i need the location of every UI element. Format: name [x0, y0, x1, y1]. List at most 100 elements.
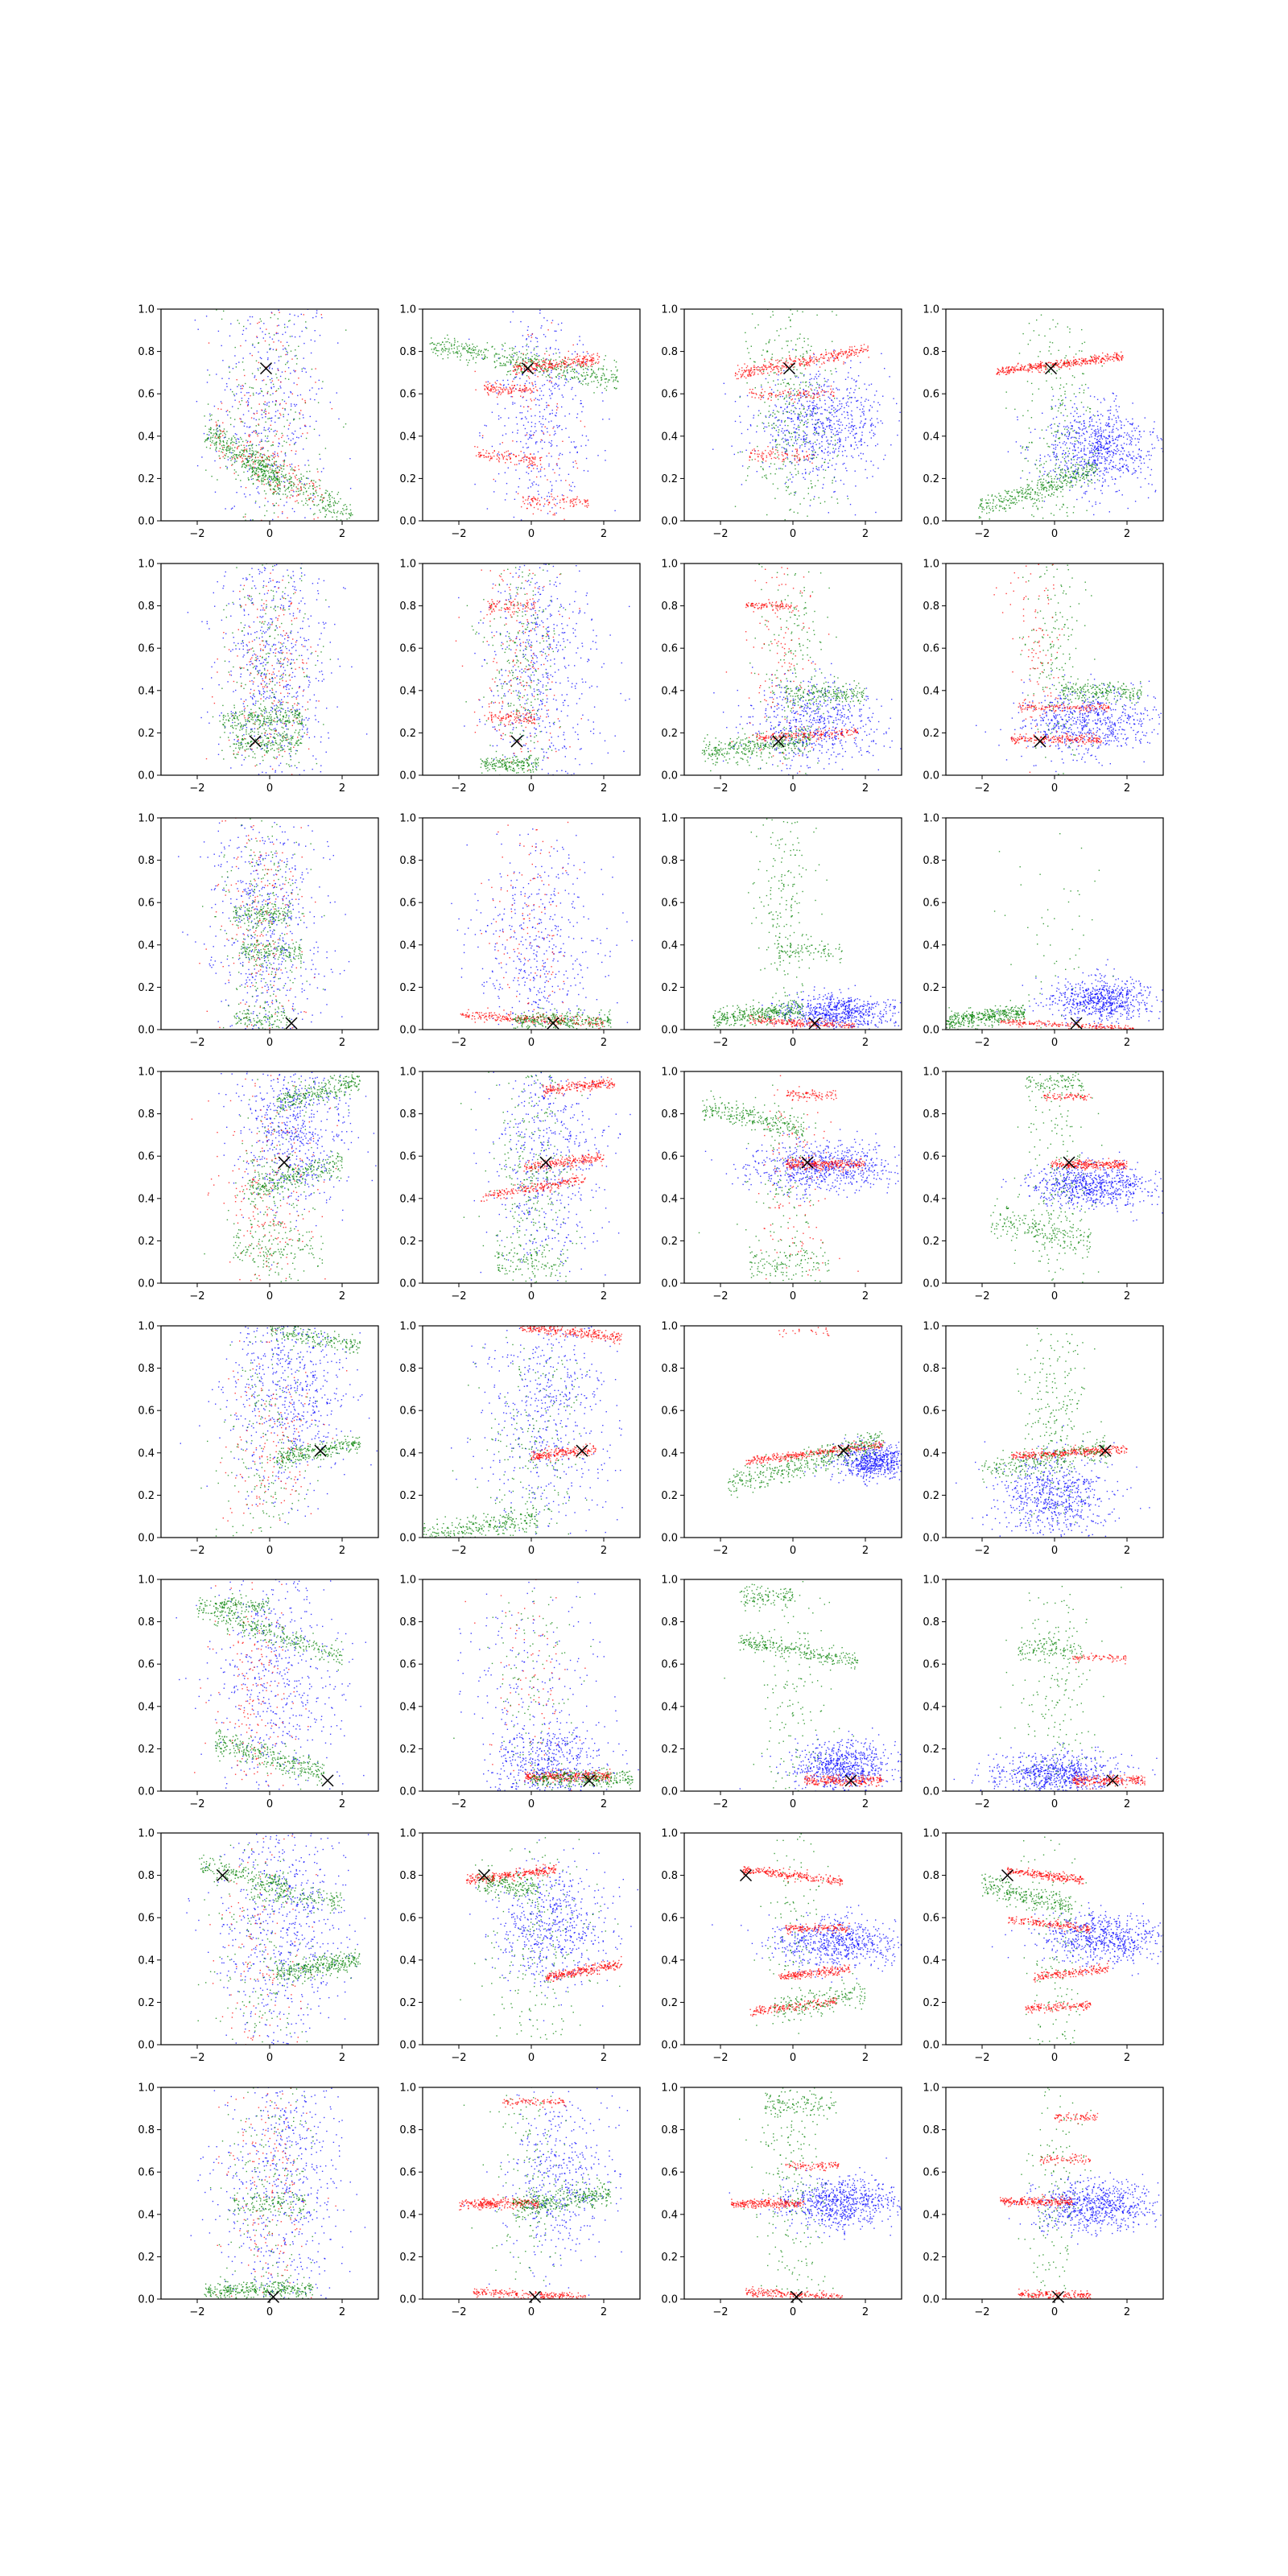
point-green — [470, 355, 473, 357]
point-red — [539, 365, 541, 367]
point-blue — [897, 434, 898, 436]
point-green — [223, 441, 225, 444]
point-green — [255, 479, 258, 481]
point-blue — [555, 330, 557, 332]
point-blue — [833, 423, 835, 425]
point-red — [519, 362, 522, 364]
point-blue — [784, 438, 786, 440]
point-blue — [833, 452, 835, 454]
point-red — [217, 408, 219, 410]
point-green — [310, 497, 312, 499]
point-red — [809, 365, 811, 367]
point-green — [225, 449, 227, 451]
point-blue — [1103, 429, 1104, 431]
point-blue — [254, 375, 256, 377]
point-green — [799, 337, 800, 339]
point-green — [429, 343, 431, 345]
point-green — [306, 477, 308, 479]
point-blue — [859, 408, 861, 411]
point-green — [270, 472, 271, 473]
point-red — [769, 454, 770, 456]
point-red — [777, 362, 778, 364]
point-red — [757, 453, 758, 455]
point-red — [507, 450, 509, 452]
point-green — [782, 382, 785, 384]
point-red — [785, 452, 786, 455]
point-red — [220, 430, 221, 431]
point-red — [280, 341, 282, 343]
point-green — [514, 369, 515, 371]
point-red — [749, 369, 752, 371]
point-green — [291, 481, 293, 483]
point-blue — [507, 467, 509, 469]
point-green — [213, 443, 215, 444]
point-blue — [838, 450, 840, 452]
point-red — [531, 463, 534, 464]
point-green — [773, 380, 774, 382]
point-blue — [305, 371, 307, 373]
point-red — [542, 369, 543, 371]
point-red — [576, 361, 578, 363]
point-blue — [572, 481, 574, 484]
point-green — [786, 345, 788, 346]
point-blue — [1104, 467, 1105, 469]
point-green — [229, 449, 231, 451]
point-blue — [1064, 435, 1066, 436]
point-blue — [844, 378, 847, 380]
point-green — [772, 364, 774, 365]
point-green — [247, 460, 249, 463]
point-green — [333, 497, 335, 499]
point-blue — [1100, 444, 1102, 446]
point-green — [456, 341, 459, 343]
point-green — [772, 412, 774, 414]
point-green — [254, 430, 257, 431]
point-red — [862, 350, 865, 353]
point-green — [289, 475, 291, 477]
point-blue — [303, 367, 304, 369]
point-green — [570, 370, 572, 372]
point-blue — [548, 388, 551, 390]
point-green — [310, 493, 312, 495]
point-blue — [568, 436, 570, 438]
point-blue — [248, 398, 250, 399]
point-green — [792, 445, 794, 447]
point-green — [285, 473, 287, 476]
point-red — [749, 375, 752, 377]
point-green — [242, 464, 244, 465]
point-blue — [549, 394, 551, 397]
point-green — [223, 310, 225, 312]
y-tick-label: 1.0 — [138, 304, 155, 316]
point-green — [253, 394, 254, 396]
point-blue — [841, 451, 844, 452]
point-blue — [812, 415, 814, 417]
point-blue — [826, 426, 828, 427]
point-red — [263, 453, 265, 456]
point-blue — [828, 425, 831, 427]
point-blue — [1096, 442, 1097, 444]
point-green — [346, 508, 348, 510]
point-blue — [831, 431, 832, 433]
point-red — [764, 358, 766, 360]
point-green — [283, 460, 286, 461]
point-red — [849, 355, 851, 357]
point-green — [345, 506, 348, 508]
point-blue — [1070, 442, 1071, 444]
point-red — [841, 351, 844, 353]
point-red — [566, 361, 568, 364]
point-blue — [833, 349, 835, 351]
point-red — [844, 353, 846, 354]
point-green — [292, 469, 294, 471]
point-green — [789, 461, 791, 463]
point-green — [267, 464, 270, 466]
point-green — [237, 384, 240, 386]
point-green — [252, 478, 254, 480]
point-red — [769, 393, 770, 394]
point-blue — [826, 410, 828, 411]
point-green — [299, 418, 300, 419]
point-green — [438, 350, 440, 352]
point-red — [751, 372, 753, 374]
point-red — [783, 458, 785, 460]
point-red — [754, 458, 756, 460]
point-blue — [750, 425, 752, 427]
point-blue — [514, 345, 516, 348]
